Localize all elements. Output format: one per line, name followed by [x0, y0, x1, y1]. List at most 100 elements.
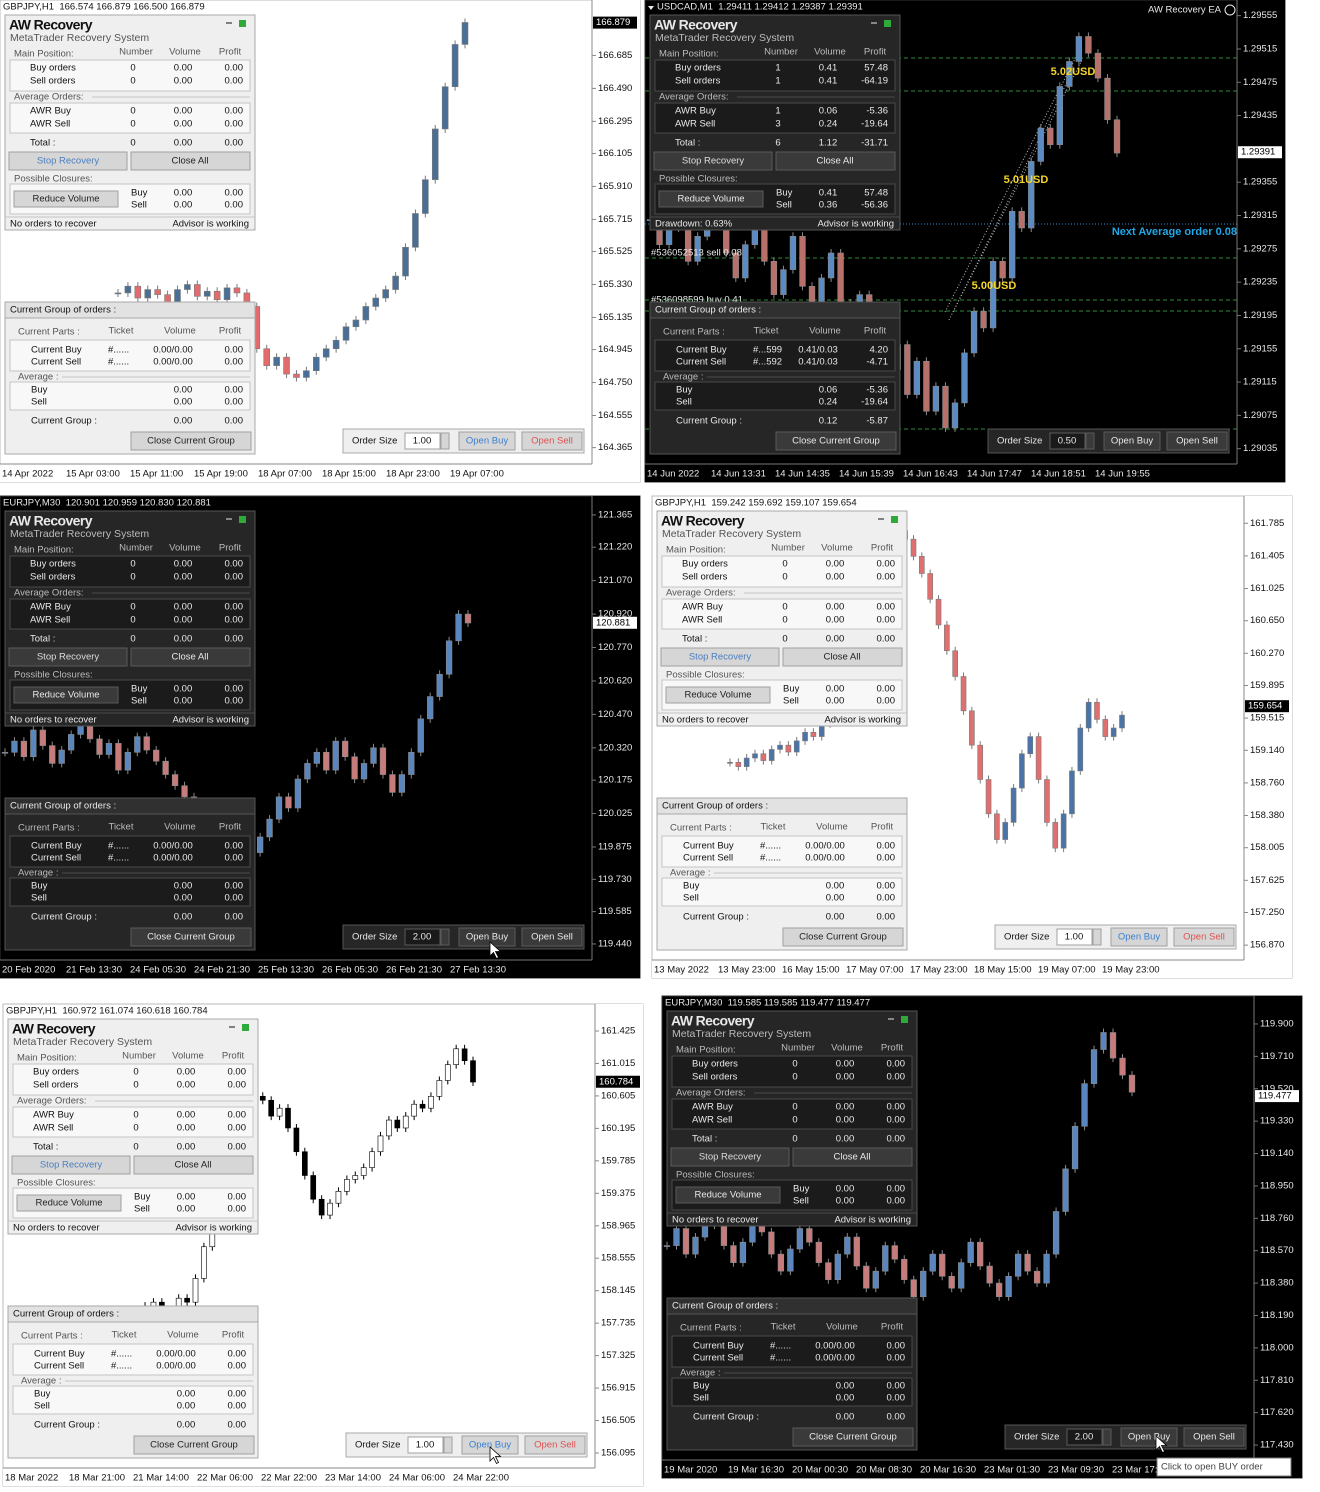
row-volume: 0.00	[174, 602, 193, 613]
reduce-volume-button[interactable]	[16, 1194, 122, 1212]
open-buy-button[interactable]	[1103, 431, 1161, 451]
price-tick-label: 119.585	[598, 906, 632, 917]
stop-recovery-button[interactable]	[11, 1155, 131, 1175]
row-label: Buy	[676, 385, 693, 396]
order-size-input[interactable]	[1049, 432, 1086, 450]
candle	[134, 736, 141, 753]
open-buy-button[interactable]	[1120, 1427, 1178, 1447]
reduce-volume-button[interactable]	[13, 686, 119, 704]
price-axis	[592, 496, 640, 960]
order-size-input[interactable]	[404, 432, 441, 450]
row-volume: 0.00	[826, 634, 845, 645]
close-group-button[interactable]	[775, 431, 897, 451]
open-buy-button[interactable]	[1110, 927, 1168, 947]
candle	[929, 1253, 936, 1272]
order-size-input[interactable]	[1066, 1428, 1103, 1446]
close-all-button[interactable]	[133, 1155, 254, 1175]
open-sell-button[interactable]	[1183, 1427, 1245, 1447]
column-header: Profit	[881, 1043, 904, 1054]
row-profit: 0.00	[887, 1412, 906, 1423]
open-sell-button[interactable]	[521, 431, 583, 451]
open-buy-button[interactable]	[458, 431, 516, 451]
order-size-input[interactable]	[1056, 928, 1093, 946]
stop-recovery-button[interactable]	[8, 151, 128, 171]
candle	[273, 356, 280, 366]
chart-window: GBPJPY,H1 159.242 159.692 159.107 159.65…	[651, 495, 1293, 979]
row-volume: 0.00	[174, 200, 193, 211]
close-all-button[interactable]	[130, 151, 251, 171]
candle	[303, 370, 310, 378]
candle	[470, 1060, 476, 1083]
candle	[402, 246, 409, 277]
row-label: Current Buy	[31, 841, 82, 852]
open-sell-button[interactable]	[1166, 431, 1228, 451]
section-label: Possible Closures:	[17, 1178, 96, 1189]
close-all-button[interactable]	[775, 151, 896, 171]
order-size-spinner[interactable]	[443, 1436, 453, 1454]
row-label: Total :	[692, 1134, 717, 1145]
row-number: 0	[782, 572, 787, 583]
row-profit: 0.00	[228, 1361, 247, 1372]
candle	[174, 289, 181, 304]
row-profit: 0.00	[228, 1080, 247, 1091]
order-size-spinner[interactable]	[1085, 432, 1095, 450]
candle	[942, 385, 949, 429]
row-volume: 0.00	[174, 119, 193, 130]
open-sell-button[interactable]	[521, 927, 583, 947]
reduce-volume-button[interactable]	[675, 1186, 781, 1204]
close-group-button[interactable]	[133, 1435, 255, 1455]
close-group-button[interactable]	[130, 927, 252, 947]
section-box	[661, 835, 903, 868]
candle	[360, 1167, 367, 1176]
close-all-button[interactable]	[130, 647, 251, 667]
section-box	[9, 381, 251, 411]
close-group-button[interactable]	[792, 1427, 914, 1447]
time-label: 24 Mar 22:00	[453, 1473, 509, 1484]
row-label: Current Sell	[31, 853, 81, 864]
order-size-spinner[interactable]	[1092, 928, 1102, 946]
stop-recovery-button[interactable]	[670, 1147, 790, 1167]
reduce-volume-button[interactable]	[658, 190, 764, 208]
candle	[389, 774, 396, 793]
row-profit: 0.00	[225, 559, 244, 570]
stop-recovery-button[interactable]	[653, 151, 773, 171]
candle	[451, 44, 459, 87]
close-group-button[interactable]	[782, 927, 904, 947]
row-profit: 0.00	[887, 1196, 906, 1207]
row-volume: 0.00	[174, 76, 193, 87]
stop-recovery-button[interactable]	[660, 647, 780, 667]
order-size-spinner[interactable]	[1102, 1428, 1112, 1446]
candle	[342, 740, 349, 758]
row-profit: 0.00	[225, 200, 244, 211]
time-label: 26 Feb 21:30	[386, 965, 442, 976]
time-label: 22 Mar 22:00	[261, 1473, 317, 1484]
column-header: Volume	[169, 47, 201, 58]
reduce-volume-button[interactable]	[13, 190, 119, 208]
open-buy-button[interactable]	[458, 927, 516, 947]
candle	[256, 836, 264, 853]
order-size-spinner[interactable]	[440, 928, 450, 946]
last-price-tag	[596, 1075, 640, 1088]
order-size-spinner[interactable]	[440, 432, 450, 450]
row-volume: 0.24	[819, 397, 838, 408]
row-profit: 0.00	[228, 1192, 247, 1203]
close-all-button[interactable]	[792, 1147, 913, 1167]
button-label: Close Current Group	[809, 1432, 897, 1443]
time-axis	[645, 464, 1285, 482]
candle	[961, 352, 968, 404]
open-sell-button[interactable]	[1173, 927, 1235, 947]
reduce-volume-button[interactable]	[665, 686, 771, 704]
group-title: Current Group of orders :	[13, 1309, 119, 1320]
row-profit: 0.00	[228, 1142, 247, 1153]
button-label: Open Buy	[469, 1440, 511, 1451]
price-tick-label: 119.520	[1260, 1083, 1294, 1094]
close-all-button[interactable]	[782, 647, 903, 667]
order-size-input[interactable]	[407, 1436, 444, 1454]
close-group-button[interactable]	[130, 431, 252, 451]
section-box	[9, 555, 251, 588]
stop-recovery-button[interactable]	[8, 647, 128, 667]
row-label: AWR Buy	[682, 602, 723, 613]
order-size-value: 2.00	[413, 932, 432, 943]
open-sell-button[interactable]	[524, 1435, 586, 1455]
order-size-input[interactable]	[404, 928, 441, 946]
